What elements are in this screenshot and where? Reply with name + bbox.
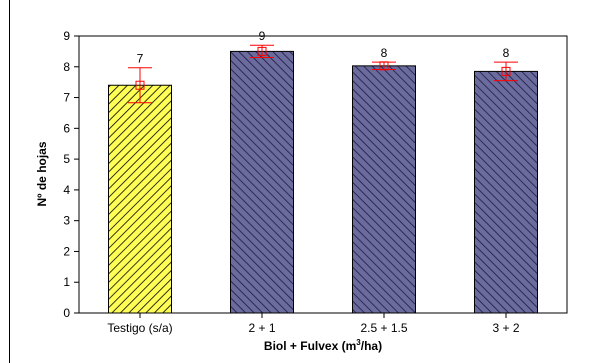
y-tick-label-8: 8 [63, 60, 70, 74]
bar-1 [230, 50, 294, 314]
data-label-2: 8 [381, 46, 388, 60]
x-axis-title-sup: 3 [356, 338, 361, 347]
y-axis-title: Nº de hojas [35, 141, 49, 206]
error-bars [128, 44, 518, 104]
mean-marker-2 [379, 61, 389, 71]
mean-marker-3 [501, 66, 511, 76]
bars [108, 50, 538, 314]
y-tick-label-4: 4 [63, 183, 70, 197]
y-tick-label-1: 1 [63, 275, 70, 289]
mean-marker-0 [135, 80, 145, 90]
y-axis: 0 1 2 3 4 5 6 7 8 9 [63, 29, 79, 320]
y-tick-label-3: 3 [63, 214, 70, 228]
y-tick-label-5: 5 [63, 152, 70, 166]
bar-3 [474, 70, 538, 314]
x-tick-label-1: 2 + 1 [248, 321, 275, 335]
data-label-0: 7 [137, 52, 144, 66]
page-left-border [9, 0, 10, 363]
bar-0 [108, 84, 172, 314]
y-tick-label-7: 7 [63, 91, 70, 105]
y-tick-label-9: 9 [63, 29, 70, 43]
y-tick-label-0: 0 [63, 306, 70, 320]
data-label-1: 9 [259, 29, 266, 43]
data-label-3: 8 [503, 46, 510, 60]
y-tick-label-2: 2 [63, 244, 70, 258]
x-axis-title-main: Biol + Fulvex (m [264, 339, 356, 353]
plot-frame [78, 35, 568, 314]
data-labels: 7 9 8 8 [137, 29, 510, 65]
x-axis-title-suffix: /ha) [361, 339, 382, 353]
x-tick-label-2: 2.5 + 1.5 [360, 321, 407, 335]
x-axis-title: Biol + Fulvex (m3/ha) [264, 338, 382, 353]
mean-marker-1 [257, 46, 267, 56]
x-axis: Testigo (s/a) 2 + 1 2.5 + 1.5 3 + 2 [107, 313, 520, 335]
x-tick-label-0: Testigo (s/a) [107, 321, 172, 335]
bar-2 [352, 65, 416, 314]
x-tick-label-3: 3 + 2 [492, 321, 519, 335]
y-tick-label-6: 6 [63, 121, 70, 135]
